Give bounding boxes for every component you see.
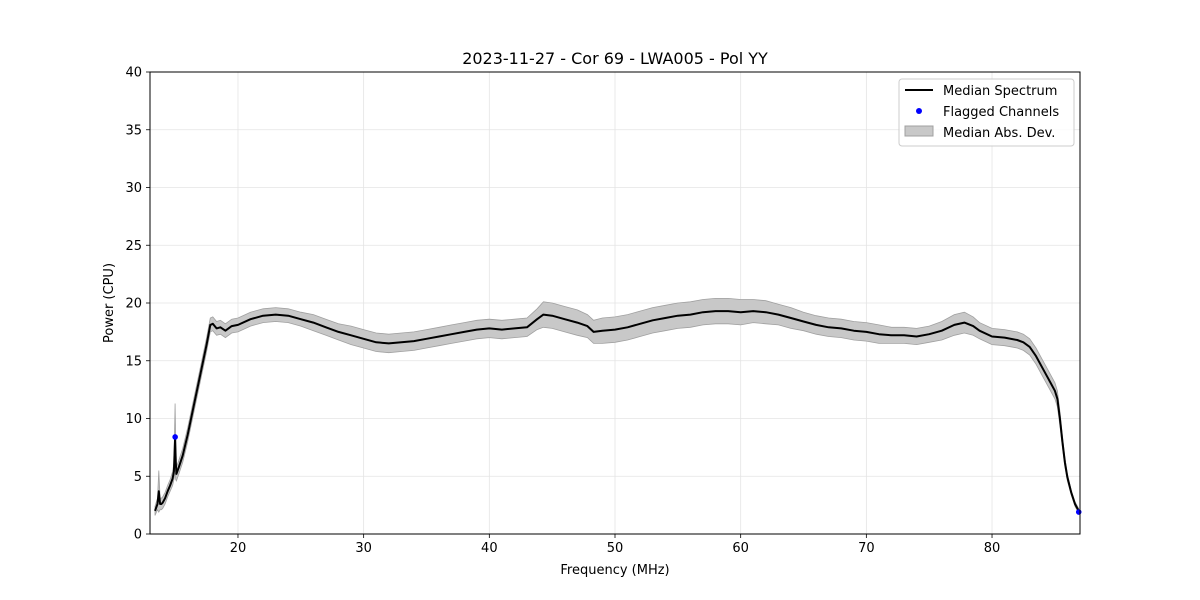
x-tick-label: 50 xyxy=(607,541,624,556)
chart-title: 2023-11-27 - Cor 69 - LWA005 - Pol YY xyxy=(462,49,768,68)
x-tick-label: 60 xyxy=(732,541,749,556)
legend-dot-swatch xyxy=(916,108,922,114)
legend-entry-flagged-channels: Flagged Channels xyxy=(943,105,1059,120)
y-tick-label: 0 xyxy=(134,528,142,543)
y-tick-label: 35 xyxy=(125,123,142,138)
median-spectrum-line xyxy=(154,310,1080,512)
x-tick-label: 80 xyxy=(984,541,1001,556)
x-tick-label: 70 xyxy=(858,541,875,556)
legend-entry-median-abs-dev: Median Abs. Dev. xyxy=(943,126,1055,141)
x-tick-label: 30 xyxy=(355,541,372,556)
flagged-channel-point xyxy=(172,434,178,440)
legend-box xyxy=(898,78,1075,147)
legend-entry-median-spectrum: Median Spectrum xyxy=(943,84,1057,99)
y-tick-label: 30 xyxy=(125,181,142,196)
median-spectrum-path xyxy=(154,310,1080,512)
x-tick-label: 20 xyxy=(230,541,247,556)
x-tick-label: 40 xyxy=(481,541,498,556)
flagged-channel-point xyxy=(1075,509,1082,515)
legend-band-swatch xyxy=(904,125,934,137)
y-tick-label: 20 xyxy=(125,297,142,312)
y-tick-label: 15 xyxy=(125,354,142,369)
legend: Median Spectrum Flagged Channels Median … xyxy=(898,78,1075,147)
y-axis-label: Power (CPU) xyxy=(102,263,117,343)
y-tick-label: 40 xyxy=(125,66,142,81)
x-axis-label: Frequency (MHz) xyxy=(560,563,669,578)
y-tick-label: 5 xyxy=(134,470,142,485)
axis-ticks: 20 30 40 50 60 70 80 0 5 10 15 20 25 30 35 40 xyxy=(125,66,1000,557)
y-tick-label: 10 xyxy=(125,412,142,427)
y-tick-label: 25 xyxy=(125,239,142,254)
